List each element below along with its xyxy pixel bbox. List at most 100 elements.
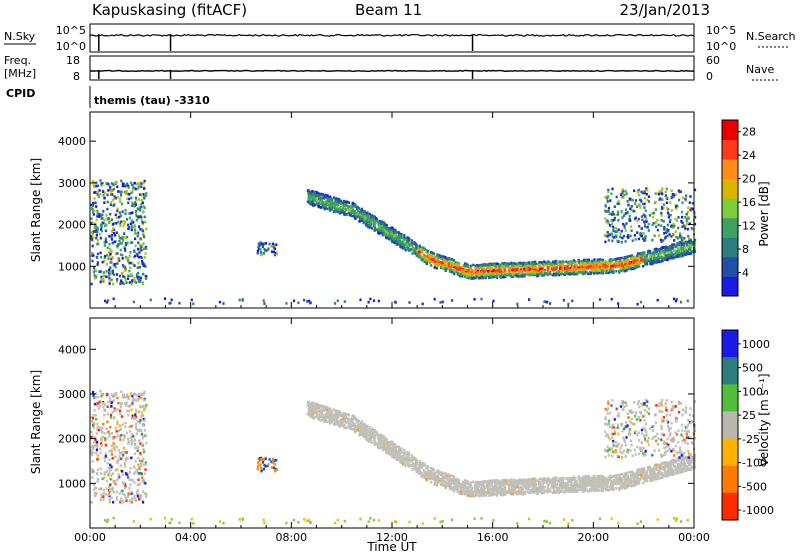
power-cell bbox=[651, 256, 654, 260]
power-cell bbox=[170, 298, 173, 302]
velocity-cell bbox=[110, 453, 113, 456]
power-cell bbox=[619, 268, 622, 271]
power-cell bbox=[609, 224, 612, 227]
power-cell bbox=[337, 210, 340, 214]
velocity-cell bbox=[425, 466, 428, 470]
velocity-cell bbox=[124, 484, 127, 487]
power-cell bbox=[481, 269, 484, 272]
velocity-cell bbox=[466, 494, 469, 497]
power-cell bbox=[628, 262, 631, 266]
power-cell bbox=[660, 240, 663, 243]
power-cell bbox=[404, 248, 407, 252]
power-cell bbox=[311, 193, 314, 196]
power-cell bbox=[604, 267, 607, 271]
velocity-cell bbox=[377, 435, 380, 438]
power-cell bbox=[123, 269, 127, 273]
power-cell bbox=[398, 231, 401, 235]
velocity-cell bbox=[134, 422, 138, 426]
power-cell bbox=[262, 252, 265, 255]
velocity-cell bbox=[628, 471, 631, 474]
power-cell bbox=[96, 252, 99, 256]
power-cell bbox=[636, 256, 640, 260]
power-cell bbox=[335, 205, 338, 209]
power-cell bbox=[307, 192, 310, 195]
power-cell bbox=[129, 266, 132, 269]
power-cell bbox=[116, 207, 119, 211]
power-cell bbox=[96, 212, 99, 216]
power-cell bbox=[508, 273, 511, 276]
velocity-cell bbox=[449, 484, 452, 487]
power-cell bbox=[134, 244, 137, 248]
velocity-cell bbox=[140, 393, 143, 396]
velocity-cell bbox=[103, 438, 107, 442]
power-cell bbox=[410, 247, 413, 251]
power-cell bbox=[382, 233, 385, 237]
power-cell bbox=[546, 270, 549, 274]
power-cell bbox=[354, 215, 357, 218]
velocity-cell bbox=[95, 392, 98, 395]
power-cell bbox=[553, 262, 556, 265]
power-cell bbox=[575, 264, 578, 267]
power-cell bbox=[472, 263, 475, 267]
power-cell bbox=[149, 298, 152, 302]
power-cell bbox=[365, 223, 368, 226]
power-cell bbox=[408, 243, 412, 247]
power-cell bbox=[143, 235, 146, 239]
power-cell bbox=[453, 265, 456, 269]
velocity-cell bbox=[130, 492, 133, 495]
power-cell bbox=[121, 253, 124, 257]
power-cell bbox=[518, 269, 521, 273]
velocity-cell bbox=[123, 486, 127, 490]
power-cell bbox=[492, 275, 495, 279]
power-cell bbox=[637, 262, 640, 265]
power-cell bbox=[309, 301, 312, 305]
power-cell bbox=[523, 262, 526, 266]
power-cell bbox=[616, 230, 619, 233]
power-cell bbox=[385, 223, 388, 227]
power-cell bbox=[496, 265, 499, 268]
power-cbar-swatch bbox=[722, 198, 738, 219]
velocity-cell bbox=[91, 453, 94, 457]
power-cell bbox=[682, 254, 685, 257]
power-cell bbox=[446, 267, 450, 271]
power-cell bbox=[323, 207, 326, 211]
power-cell bbox=[628, 214, 631, 218]
power-cell bbox=[96, 184, 99, 188]
power-cell bbox=[96, 215, 99, 218]
power-cell bbox=[624, 189, 627, 193]
power-cell bbox=[103, 260, 106, 263]
velocity-cell bbox=[519, 485, 523, 489]
power-cell bbox=[634, 216, 637, 220]
power-cell bbox=[617, 202, 620, 205]
power-cell bbox=[137, 279, 141, 283]
power-cell bbox=[389, 232, 393, 235]
power-cell bbox=[132, 220, 135, 224]
power-cell bbox=[432, 252, 435, 255]
velocity-cell bbox=[509, 492, 512, 495]
power-cell bbox=[92, 233, 95, 236]
power-cell bbox=[509, 263, 512, 267]
power-cell bbox=[388, 229, 391, 232]
power-cell bbox=[667, 252, 670, 255]
power-cell bbox=[493, 264, 496, 267]
power-cell bbox=[537, 263, 541, 267]
velocity-cell bbox=[143, 472, 146, 475]
power-cell bbox=[413, 250, 416, 253]
power-cell bbox=[517, 265, 520, 268]
power-cell bbox=[606, 200, 609, 203]
power-cell bbox=[580, 262, 583, 266]
velocity-cell bbox=[106, 470, 109, 473]
power-cell bbox=[669, 213, 672, 217]
power-cell bbox=[521, 264, 524, 267]
power-cell bbox=[126, 197, 129, 201]
velocity-cell bbox=[92, 470, 95, 473]
power-cell bbox=[682, 239, 685, 243]
velocity-cell bbox=[127, 492, 130, 495]
power-cell bbox=[411, 246, 415, 249]
power-cell bbox=[596, 260, 599, 264]
power-cell bbox=[564, 271, 567, 274]
velocity-cell bbox=[626, 471, 629, 475]
velocity-cell bbox=[124, 496, 127, 500]
power-cell bbox=[597, 266, 600, 269]
nsky-panel bbox=[89, 23, 695, 53]
